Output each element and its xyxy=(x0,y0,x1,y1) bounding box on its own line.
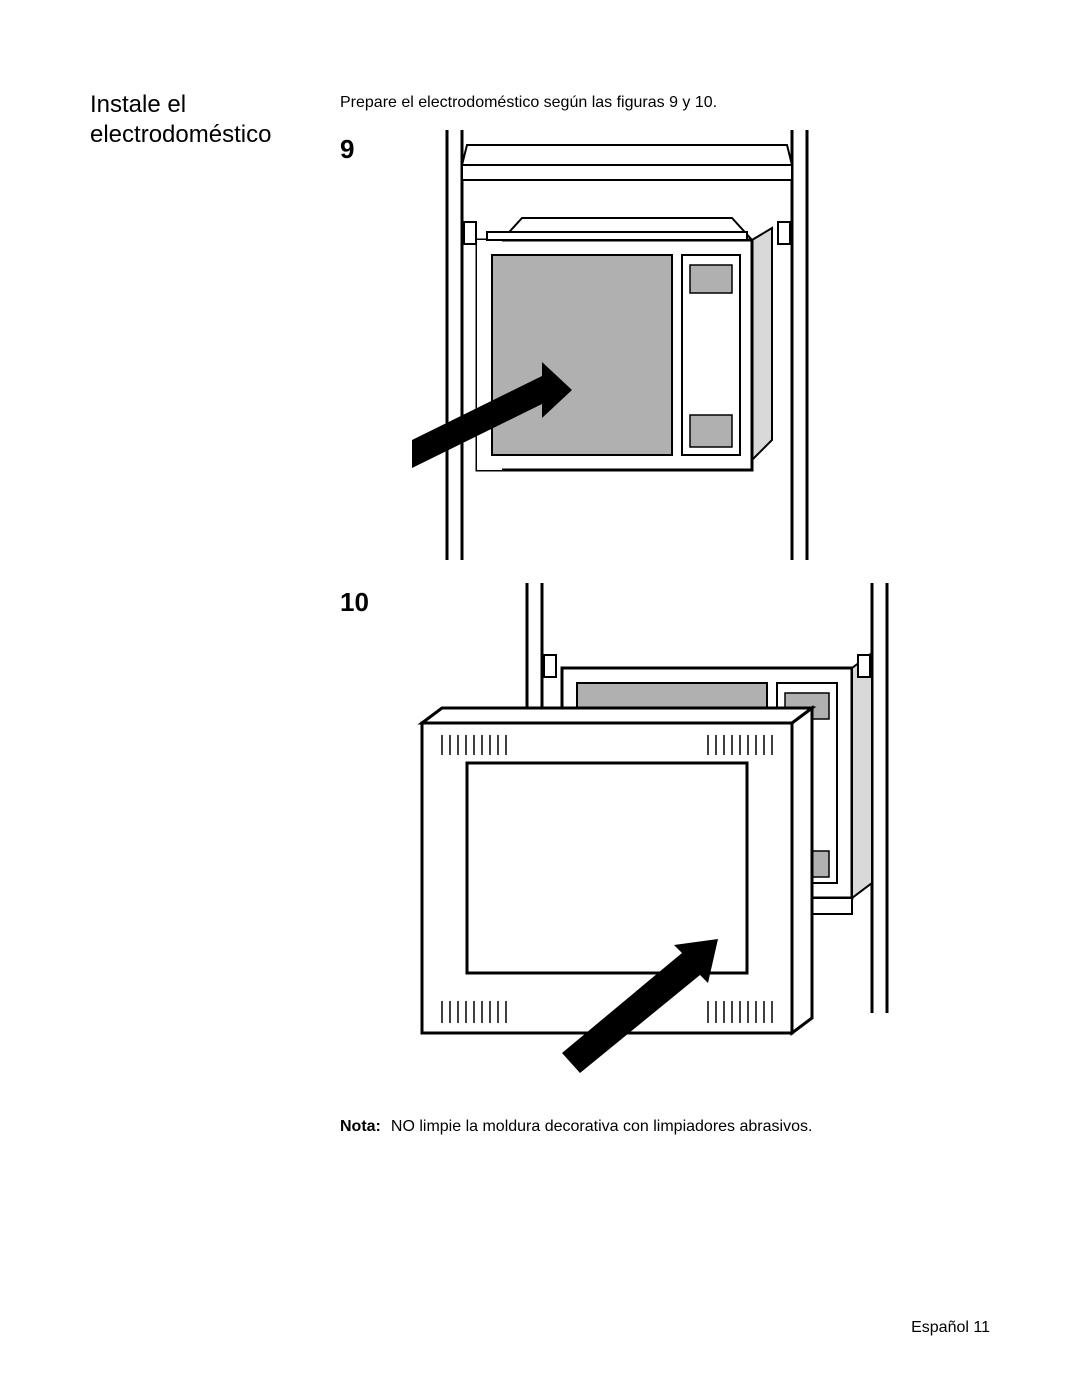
section-heading: Instale el electrodoméstico xyxy=(90,90,300,150)
trim-install-icon xyxy=(392,583,952,1083)
content-columns: Instale el electrodoméstico Prepare el e… xyxy=(90,90,990,1136)
figure-10-number: 10 xyxy=(340,583,374,615)
note-text: NO limpie la moldura decorativa con limp… xyxy=(391,1118,813,1136)
figure-9-number: 9 xyxy=(340,130,374,162)
microwave-insert-icon xyxy=(392,130,862,560)
right-column: Prepare el electrodoméstico según las fi… xyxy=(340,90,990,1136)
figure-9-block: 9 xyxy=(340,130,990,565)
figure-10-illustration xyxy=(392,583,990,1088)
left-column: Instale el electrodoméstico xyxy=(90,90,300,1136)
footer-language: Español xyxy=(911,1319,969,1336)
footer-page-number: 11 xyxy=(973,1319,990,1336)
page-footer: Español 11 xyxy=(911,1319,990,1337)
figure-9-illustration xyxy=(392,130,990,565)
note-row: Nota: NO limpie la moldura decorativa co… xyxy=(340,1118,990,1136)
intro-text: Prepare el electrodoméstico según las fi… xyxy=(340,94,990,112)
figure-10-block: 10 xyxy=(340,583,990,1088)
note-label: Nota: xyxy=(340,1118,381,1136)
manual-page: Instale el electrodoméstico Prepare el e… xyxy=(0,0,1080,1397)
